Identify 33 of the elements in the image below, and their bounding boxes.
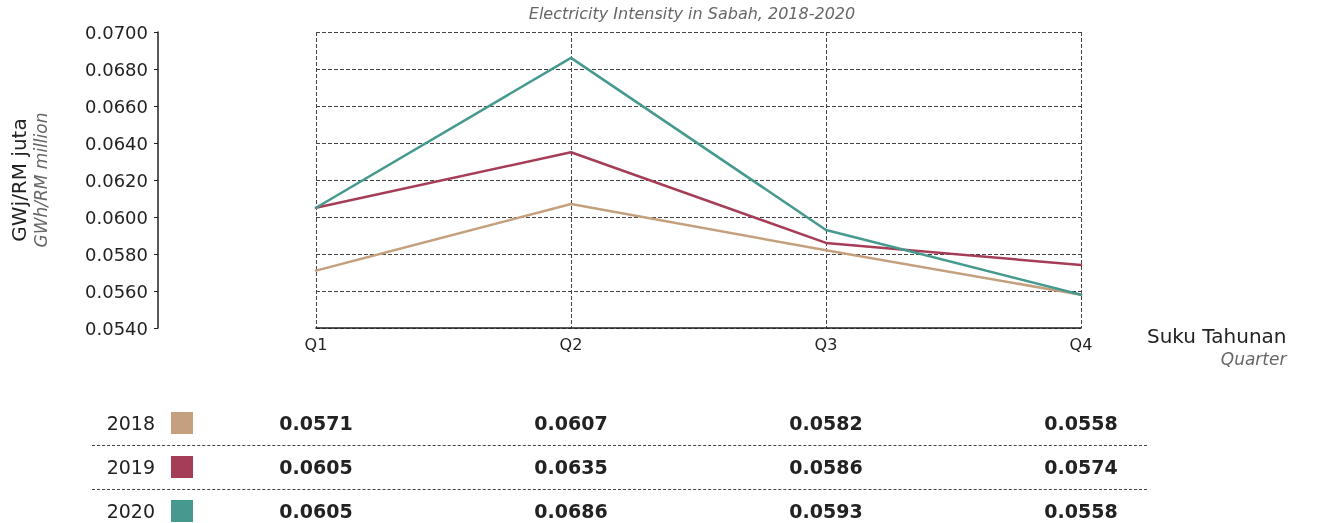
x-tick-label: Q2: [559, 334, 583, 354]
data-label: 0.0635: [534, 456, 608, 478]
y-tick-label: 0.0540: [85, 317, 148, 339]
y-tick-label: 0.0680: [85, 58, 148, 80]
line-series: [314, 56, 1083, 296]
legend-label: 2018: [105, 412, 155, 434]
y-tick-label: 0.0620: [85, 169, 148, 191]
data-label: 0.0582: [789, 412, 863, 434]
data-label: 0.0571: [279, 412, 353, 434]
legend-label: 2020: [105, 500, 155, 522]
y-tick-label: 0.0660: [85, 95, 148, 117]
data-label: 0.0593: [789, 500, 863, 522]
data-label: 0.0686: [534, 500, 608, 522]
data-label: 0.0558: [1044, 500, 1118, 522]
x-tick-label: Q3: [814, 334, 838, 354]
y-axis-title: GWj/RM juta GWh/RM million: [7, 112, 51, 248]
legend-label: 2019: [105, 456, 155, 478]
y-tick-label: 0.0700: [85, 21, 148, 43]
x-axis-title: Suku Tahunan Quarter: [1147, 324, 1288, 369]
y-tick-label: 0.0640: [85, 132, 148, 154]
data-label: 0.0605: [279, 500, 353, 522]
data-label: 0.0586: [789, 456, 863, 478]
y-tick-label: 0.0600: [85, 206, 148, 228]
line-series: [314, 151, 1083, 267]
data-label: 0.0574: [1044, 456, 1118, 478]
y-tick-label: 0.0580: [85, 243, 148, 265]
chart-title: Electricity Intensity in Sabah, 2018-2020: [528, 3, 856, 23]
x-tick-label: Q1: [304, 334, 328, 354]
data-label: 0.0558: [1044, 412, 1118, 434]
x-tick-label: Q4: [1069, 334, 1093, 354]
data-label: 0.0605: [279, 456, 353, 478]
data-label: 0.0607: [534, 412, 608, 434]
y-tick-label: 0.0560: [85, 280, 148, 302]
